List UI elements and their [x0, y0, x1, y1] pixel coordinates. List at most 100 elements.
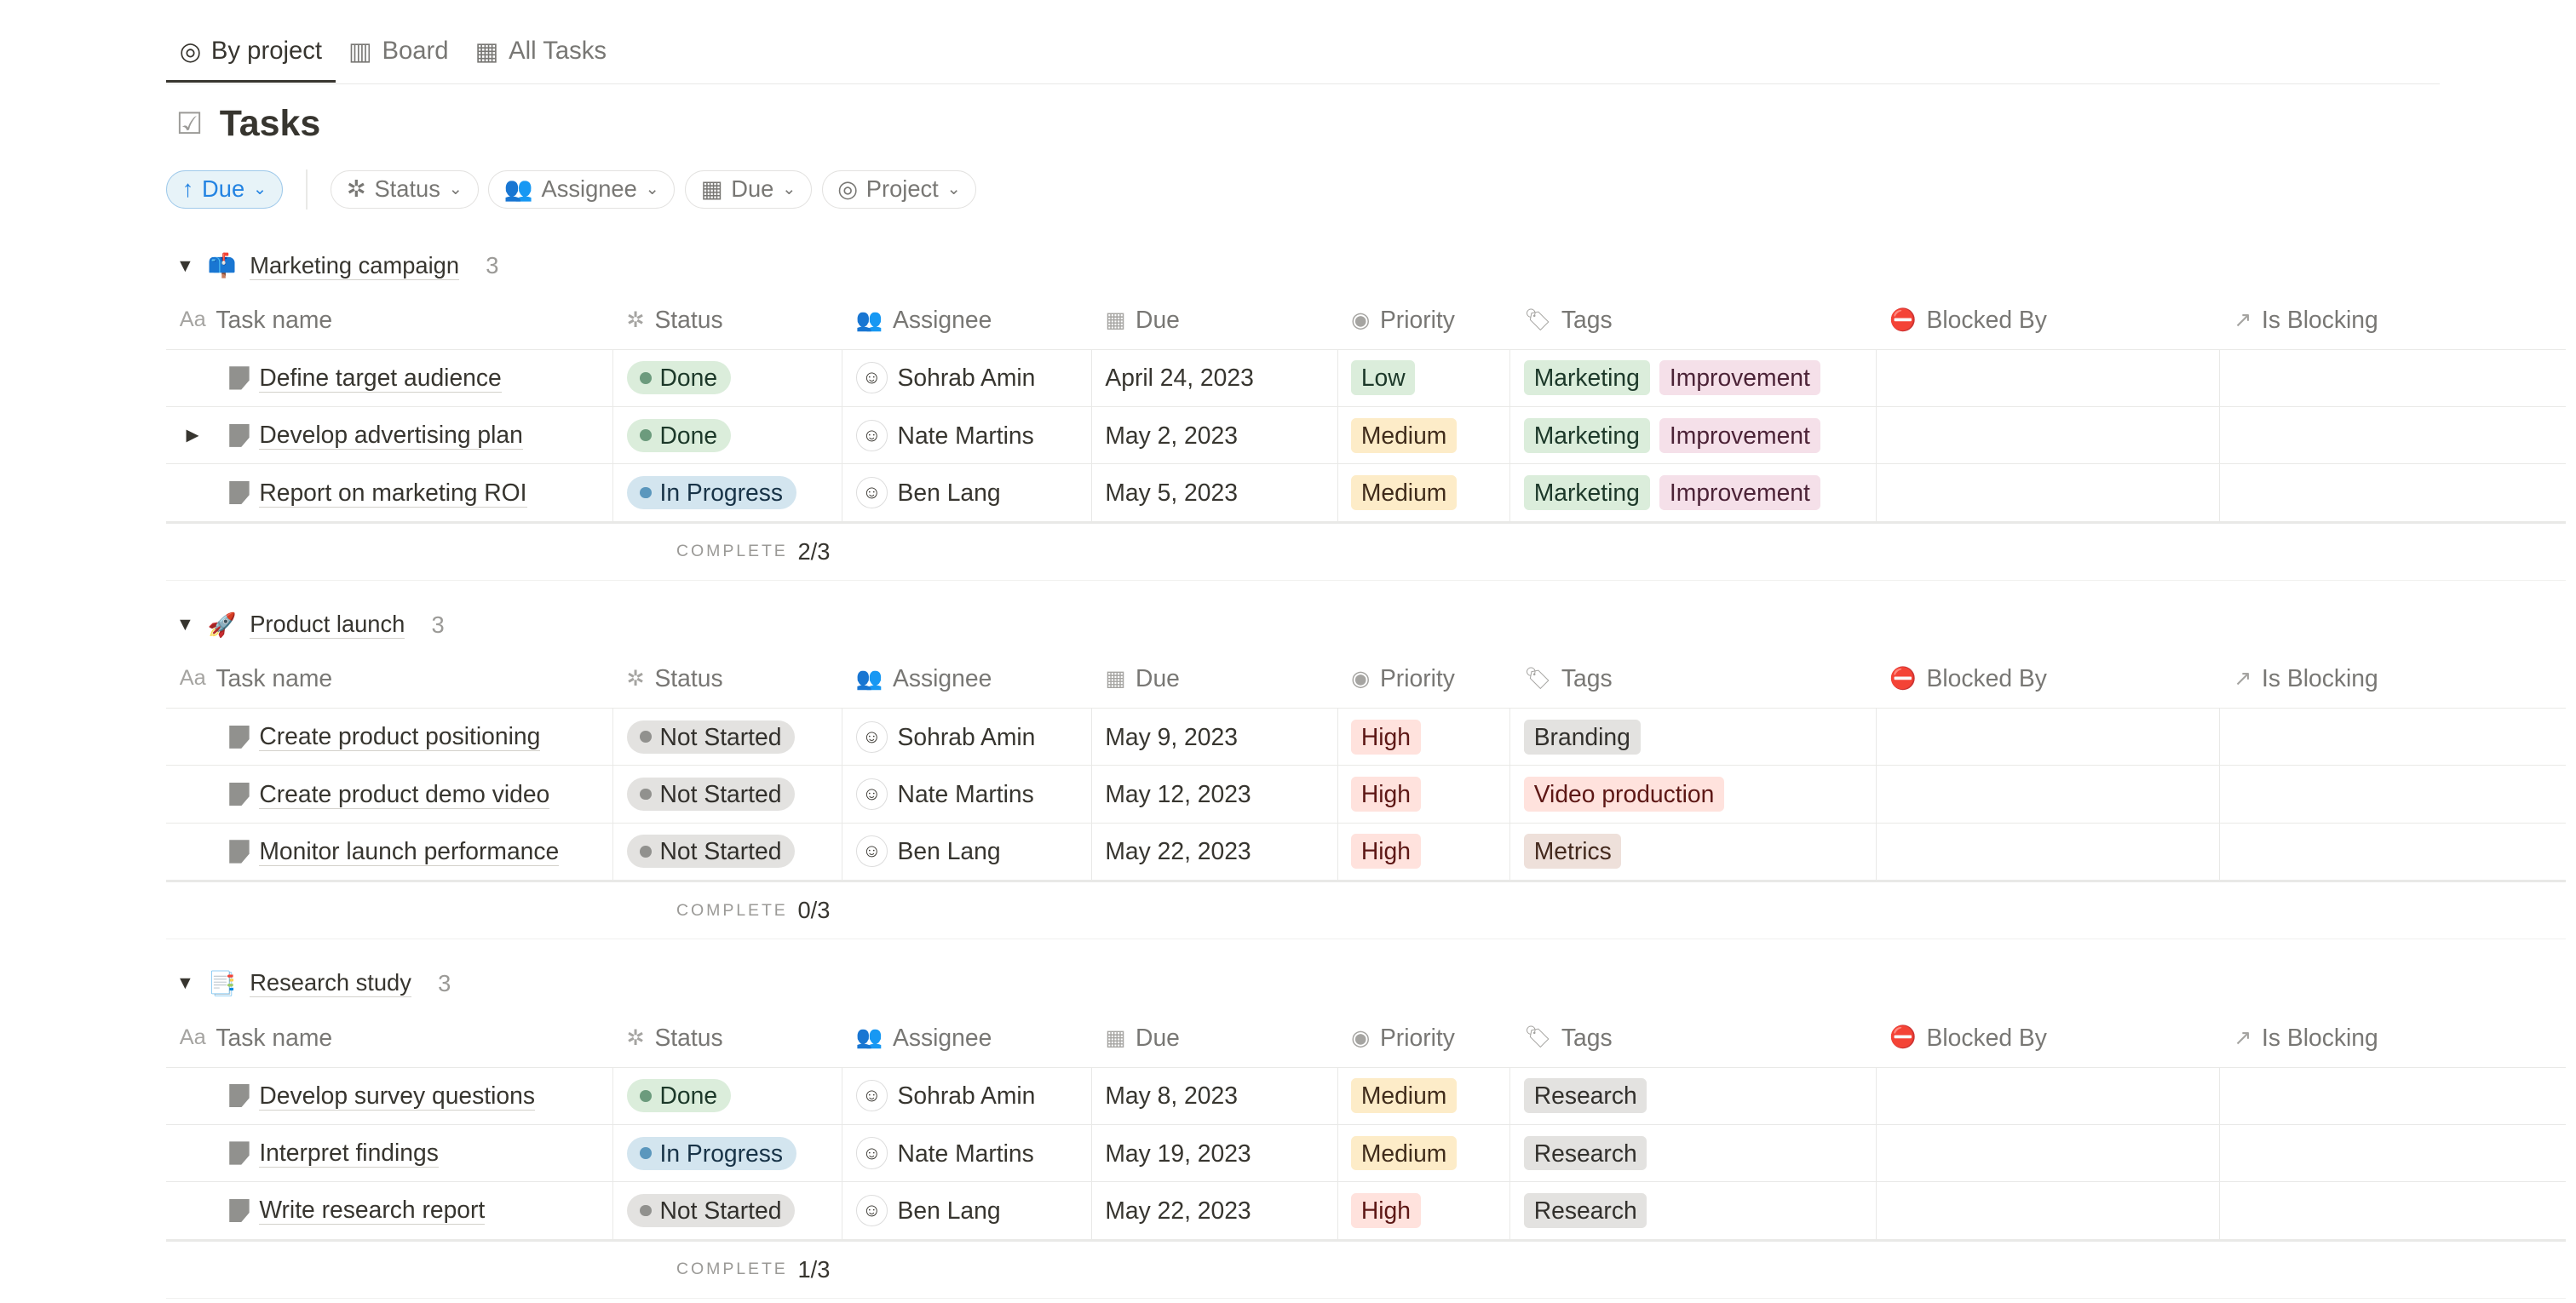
- priority-cell[interactable]: High: [1338, 823, 1511, 881]
- column-header[interactable]: ▦ Due: [1092, 1008, 1338, 1066]
- status-cell[interactable]: Not Started: [613, 766, 843, 823]
- task-name[interactable]: Define target audience: [259, 363, 502, 393]
- task-name[interactable]: Write research report: [259, 1196, 486, 1226]
- priority-cell[interactable]: High: [1338, 766, 1511, 823]
- blocked-by-cell[interactable]: [1877, 1182, 2221, 1239]
- tags-cell[interactable]: Video production: [1510, 766, 1877, 823]
- is-blocking-cell[interactable]: [2220, 709, 2564, 765]
- is-blocking-cell[interactable]: [2220, 350, 2564, 406]
- tags-cell[interactable]: Marketing Improvement: [1510, 407, 1877, 464]
- priority-cell[interactable]: Medium: [1338, 1124, 1511, 1182]
- is-blocking-cell[interactable]: [2220, 464, 2564, 520]
- task-name[interactable]: Interpret findings: [259, 1139, 439, 1168]
- priority-cell[interactable]: Medium: [1338, 1067, 1511, 1124]
- task-name-cell[interactable]: Develop survey questions: [166, 1067, 613, 1124]
- task-name[interactable]: Create product positioning: [259, 722, 541, 752]
- task-name-cell[interactable]: Report on marketing ROI: [166, 464, 613, 521]
- column-header[interactable]: 🏷 Tags: [1510, 290, 1876, 348]
- task-name[interactable]: Develop survey questions: [259, 1081, 535, 1111]
- priority-cell[interactable]: High: [1338, 709, 1511, 766]
- collapse-triangle-icon[interactable]: ▼: [175, 255, 195, 276]
- collapse-triangle-icon[interactable]: ▼: [175, 973, 195, 994]
- is-blocking-cell[interactable]: [2220, 766, 2564, 822]
- column-header[interactable]: ◉ Priority: [1338, 650, 1511, 708]
- assignee-cell[interactable]: ☺ Sohrab Amin: [842, 349, 1092, 407]
- filter-due[interactable]: ▦ Due ⌄: [685, 169, 812, 209]
- blocked-by-cell[interactable]: [1877, 349, 2221, 407]
- due-cell[interactable]: May 5, 2023: [1092, 464, 1338, 521]
- column-header[interactable]: ◉ Priority: [1338, 1008, 1511, 1066]
- status-cell[interactable]: Done: [613, 349, 843, 407]
- status-cell[interactable]: Done: [613, 1067, 843, 1124]
- task-name-cell[interactable]: ▶ Develop advertising plan: [166, 407, 613, 464]
- due-cell[interactable]: May 12, 2023: [1092, 766, 1338, 823]
- is-blocking-cell[interactable]: [2220, 824, 2564, 880]
- column-header[interactable]: ↗ Is Blocking: [2220, 1008, 2564, 1066]
- tags-cell[interactable]: Marketing Improvement: [1510, 349, 1877, 407]
- priority-cell[interactable]: Medium: [1338, 407, 1511, 464]
- tags-cell[interactable]: Research: [1510, 1182, 1877, 1239]
- due-cell[interactable]: May 22, 2023: [1092, 1182, 1338, 1239]
- assignee-cell[interactable]: ☺ Ben Lang: [842, 1182, 1092, 1239]
- column-header[interactable]: Aa Task name: [166, 290, 613, 348]
- blocked-by-cell[interactable]: [1877, 1067, 2221, 1124]
- due-cell[interactable]: May 2, 2023: [1092, 407, 1338, 464]
- status-cell[interactable]: In Progress: [613, 1124, 843, 1182]
- assignee-cell[interactable]: ☺ Nate Martins: [842, 1124, 1092, 1182]
- group-header[interactable]: ▼ 📑 Research study 3: [166, 959, 2566, 1009]
- tags-cell[interactable]: Research: [1510, 1067, 1877, 1124]
- task-name-cell[interactable]: Monitor launch performance: [166, 823, 613, 881]
- task-name-cell[interactable]: Create product positioning: [166, 709, 613, 766]
- status-cell[interactable]: Not Started: [613, 823, 843, 881]
- tab-all-tasks[interactable]: ▦ All Tasks: [462, 23, 619, 79]
- column-header[interactable]: ▦ Due: [1092, 650, 1338, 708]
- column-header[interactable]: ▦ Due: [1092, 290, 1338, 348]
- status-cell[interactable]: Done: [613, 407, 843, 464]
- is-blocking-cell[interactable]: [2220, 1125, 2564, 1181]
- assignee-cell[interactable]: ☺ Sohrab Amin: [842, 709, 1092, 766]
- is-blocking-cell[interactable]: [2220, 1182, 2564, 1238]
- column-header[interactable]: Aa Task name: [166, 1008, 613, 1066]
- table-row[interactable]: Define target audience Done ☺ Sohrab Amin Ap…: [166, 349, 2567, 408]
- task-name[interactable]: Report on marketing ROI: [259, 478, 527, 508]
- column-header[interactable]: ✲ Status: [613, 650, 842, 708]
- assignee-cell[interactable]: ☺ Nate Martins: [842, 766, 1092, 823]
- column-header[interactable]: 🏷 Tags: [1510, 1008, 1876, 1066]
- assignee-cell[interactable]: ☺ Ben Lang: [842, 823, 1092, 881]
- is-blocking-cell[interactable]: [2220, 407, 2564, 463]
- due-cell[interactable]: May 22, 2023: [1092, 823, 1338, 881]
- tab-by-project[interactable]: ◎ By project: [166, 23, 336, 83]
- is-blocking-cell[interactable]: [2220, 1068, 2564, 1124]
- blocked-by-cell[interactable]: [1877, 823, 2221, 881]
- expand-triangle-icon[interactable]: ▶: [186, 426, 199, 445]
- collapse-triangle-icon[interactable]: ▼: [175, 614, 195, 635]
- tags-cell[interactable]: Research: [1510, 1124, 1877, 1182]
- table-row[interactable]: Create product positioning Not Started ☺ So…: [166, 709, 2567, 766]
- table-row[interactable]: Monitor launch performance Not Started ☺ Be…: [166, 823, 2567, 883]
- tags-cell[interactable]: Metrics: [1510, 823, 1877, 881]
- column-header[interactable]: ↗ Is Blocking: [2220, 290, 2564, 348]
- column-header[interactable]: ⛔ Blocked By: [1877, 650, 2221, 708]
- table-row[interactable]: ▶ Develop advertising plan Done ☺ Nate Marti…: [166, 407, 2567, 465]
- filter-project[interactable]: ◎ Project ⌄: [821, 169, 977, 209]
- table-row[interactable]: Interpret findings In Progress ☺ Nate Marti…: [166, 1124, 2567, 1183]
- column-header[interactable]: ◉ Priority: [1338, 290, 1511, 348]
- assignee-cell[interactable]: ☺ Ben Lang: [842, 464, 1092, 521]
- task-name[interactable]: Monitor launch performance: [259, 836, 560, 866]
- table-row[interactable]: Write research report Not Started ☺ Ben Lan…: [166, 1182, 2567, 1242]
- task-name[interactable]: Develop advertising plan: [259, 421, 523, 451]
- filter-status[interactable]: ✲ Status ⌄: [331, 169, 479, 209]
- assignee-cell[interactable]: ☺ Nate Martins: [842, 407, 1092, 464]
- column-header[interactable]: 👥 Assignee: [842, 1008, 1092, 1066]
- group-name[interactable]: Research study: [250, 969, 411, 998]
- column-header[interactable]: ↗ Is Blocking: [2220, 650, 2564, 708]
- priority-cell[interactable]: High: [1338, 1182, 1511, 1239]
- status-cell[interactable]: In Progress: [613, 464, 843, 521]
- blocked-by-cell[interactable]: [1877, 766, 2221, 823]
- group-header[interactable]: ▼ 📫 Marketing campaign 3: [166, 241, 2566, 291]
- task-name-cell[interactable]: Interpret findings: [166, 1124, 613, 1182]
- table-row[interactable]: Report on marketing ROI In Progress ☺ Ben L…: [166, 464, 2567, 524]
- priority-cell[interactable]: Low: [1338, 349, 1511, 407]
- task-name-cell[interactable]: Define target audience: [166, 349, 613, 407]
- tags-cell[interactable]: Marketing Improvement: [1510, 464, 1877, 521]
